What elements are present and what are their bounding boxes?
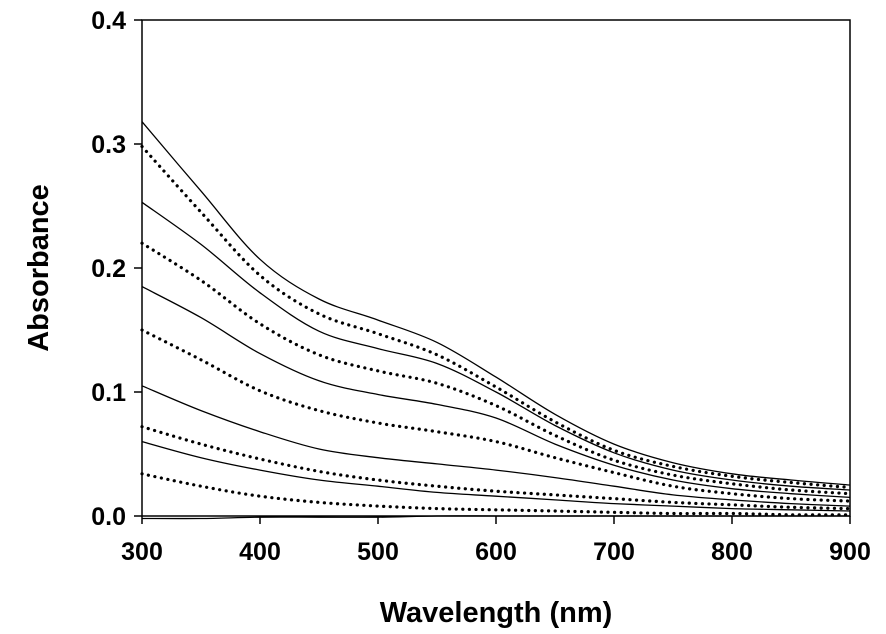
x-tick-label: 400 [239,538,281,566]
x-axis: 300 400 500 600 700 800 900 [121,516,871,566]
dotted-series-line-2 [140,144,852,490]
x-axis-title: Wavelength (nm) [380,597,613,629]
solid-series-line-5 [141,286,851,499]
y-tick-label: 0.0 [91,503,126,531]
dotted-series-line-4 [140,241,852,496]
solid-series-line-9 [141,440,851,512]
dotted-series-line-10 [140,472,852,517]
y-tick-label: 0.4 [91,7,126,35]
x-tick-label: 500 [357,538,399,566]
y-tick-label: 0.1 [91,379,126,407]
x-tick-label: 700 [593,538,635,566]
solid-series-line-7 [141,385,851,507]
solid-series-line-1 [141,121,851,486]
y-tick-label: 0.2 [91,255,126,283]
x-tick-label: 300 [121,538,163,566]
x-tick-label: 800 [711,538,753,566]
solid-series-line-3 [141,201,851,491]
series-layer [140,121,852,520]
solid-series-line-11 [141,515,850,520]
y-axis-title: Absorbance [23,184,55,352]
dotted-series-line-6 [140,328,852,503]
x-tick-label: 600 [475,538,517,566]
y-tick-label: 0.3 [91,131,126,159]
y-axis: 0.0 0.1 0.2 0.3 0.4 [91,7,142,531]
x-tick-label: 900 [829,538,871,566]
